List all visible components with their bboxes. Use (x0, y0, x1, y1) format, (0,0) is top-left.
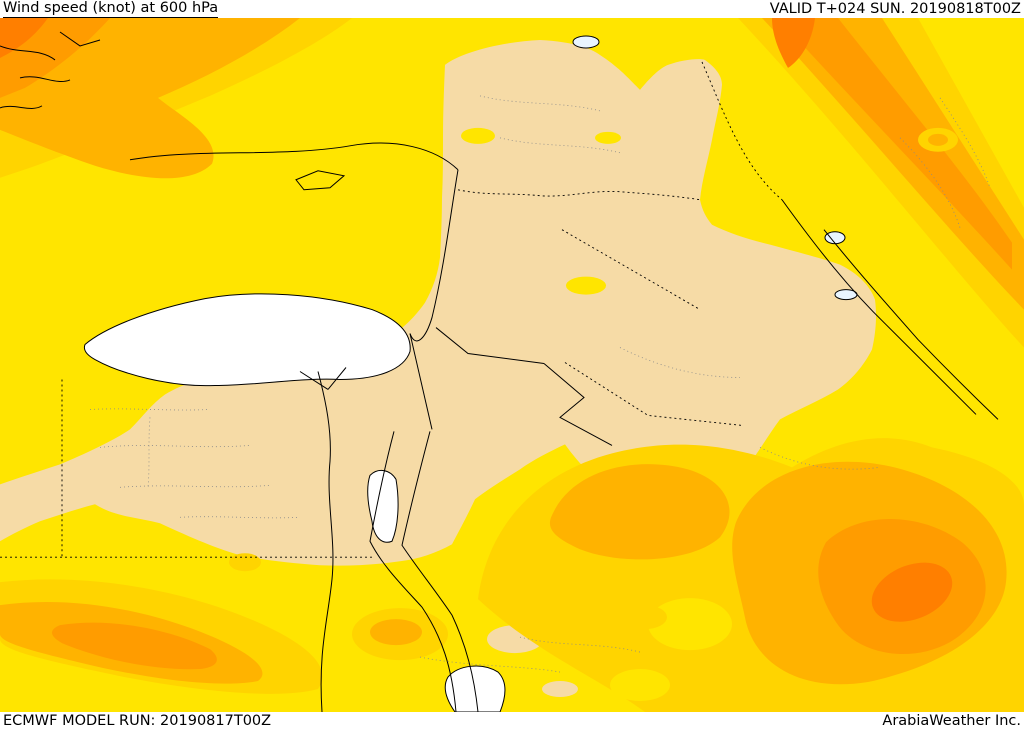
valid-time-label: VALID T+024 SUN. 20190818T00Z (769, 1, 1021, 17)
contour-orange-topright-band (738, 18, 1024, 348)
brand-label: ArabiaWeather Inc. (882, 712, 1021, 729)
coastlines (0, 31, 999, 712)
persian-gulf-coast (823, 229, 999, 420)
tan-spot-south (542, 681, 578, 698)
nile-river (317, 371, 334, 712)
map-footer: ECMWF MODEL RUN: 20190817T00Z ArabiaWeat… (0, 712, 1024, 729)
gold-spot (522, 564, 598, 605)
lake-east (824, 231, 846, 245)
gold-spot (229, 553, 261, 572)
map-canvas (0, 18, 1024, 712)
country-borders (0, 61, 783, 558)
cyprus-island (295, 170, 346, 191)
contour-white-region (83, 35, 858, 712)
map-header: Wind speed (knot) at 600 hPa VALID T+024… (0, 0, 1024, 18)
lake-north (572, 35, 600, 49)
nile-delta (299, 367, 347, 390)
tan-yellow-hole (461, 127, 495, 144)
red-sea-east-coast (401, 431, 479, 712)
mediterranean-white (83, 293, 411, 387)
orange-spot (370, 619, 422, 646)
admin-lines (89, 95, 991, 673)
yellow-pocket (648, 598, 732, 651)
page-title: Wind speed (knot) at 600 hPa (3, 0, 219, 18)
model-run-label: ECMWF MODEL RUN: 20190817T00Z (3, 712, 272, 729)
contour-orange-southwest (0, 553, 667, 694)
yellow-pocket (610, 669, 670, 702)
orange-spot-east (928, 133, 948, 146)
contour-orange-southeast (478, 438, 1024, 712)
red-sea-west-coast (369, 431, 457, 712)
gold-spot (623, 605, 667, 630)
wind-speed-map (0, 18, 1024, 712)
contour-orange-topleft (0, 18, 352, 179)
deep-orange-core (871, 562, 953, 622)
gulf-of-suez-white (367, 469, 399, 543)
tan-yellow-hole (566, 276, 606, 295)
persian-gulf-coast (781, 199, 977, 415)
tan-yellow-hole (595, 131, 621, 144)
